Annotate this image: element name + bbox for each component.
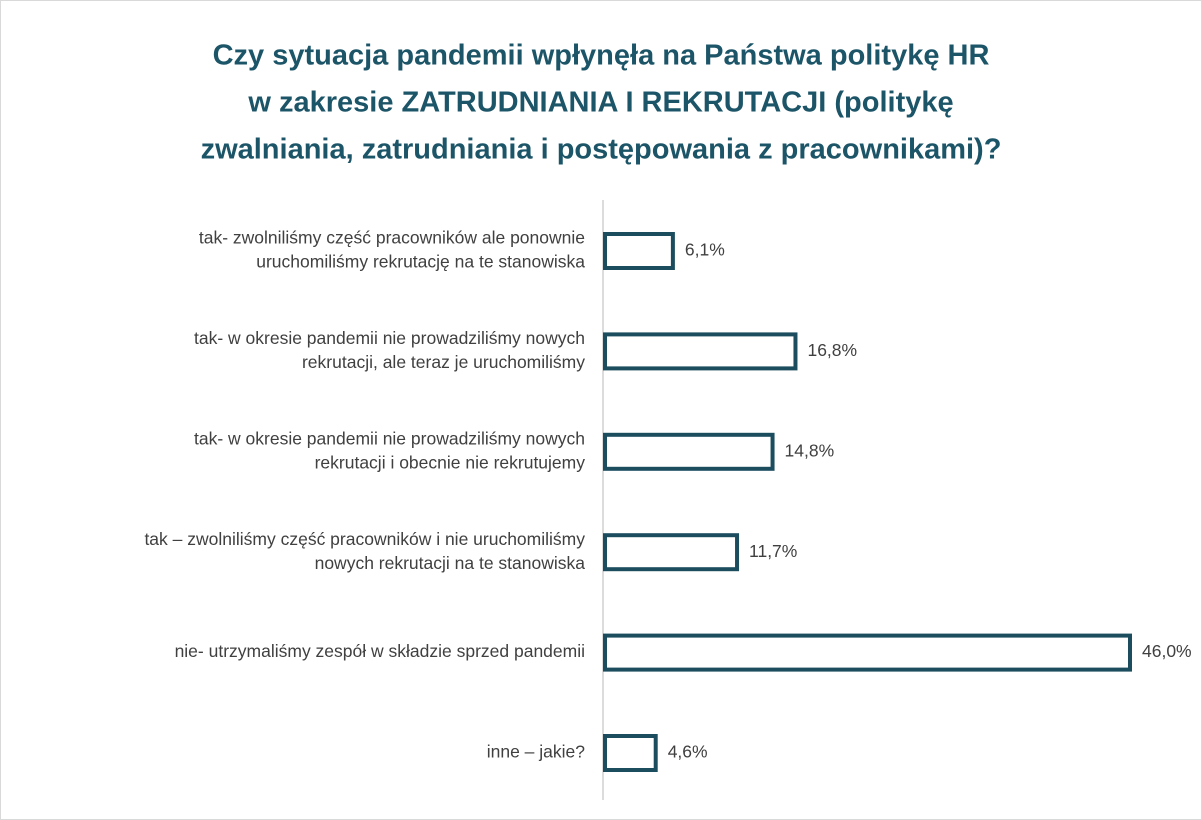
bar: [603, 232, 675, 270]
category-label: nowych rekrutacji na te stanowiska: [315, 553, 586, 573]
category-label: tak- w okresie pandemii nie prowadziliśm…: [194, 328, 585, 348]
category-label: inne – jakie?: [487, 742, 586, 762]
category-label: rekrutacji, ale teraz je uruchomiliśmy: [302, 352, 585, 372]
value-label: 11,7%: [749, 541, 797, 561]
category-label: tak – zwolniliśmy część pracowników i ni…: [144, 529, 585, 549]
value-label: 16,8%: [807, 340, 857, 360]
category-label: nie- utrzymaliśmy zespół w składzie sprz…: [175, 641, 585, 661]
bar: [603, 432, 775, 471]
category-label: rekrutacji i obecnie nie rekrutujemy: [315, 452, 586, 472]
category-label: tak- w okresie pandemii nie prowadziliśm…: [194, 428, 585, 448]
bar: [603, 633, 1132, 672]
value-label: 4,6%: [668, 742, 708, 762]
chart-title: w zakresie ZATRUDNIANIA I REKRUTACJI (po…: [247, 87, 953, 119]
value-label: 6,1%: [685, 240, 725, 260]
category-label: uruchomiliśmy rekrutację na te stanowisk…: [256, 252, 585, 272]
chart-title: zwalniania, zatrudniania i postępowania …: [201, 134, 1002, 166]
bar: [603, 734, 658, 772]
bar: [603, 332, 798, 371]
value-label: 14,8%: [785, 440, 835, 460]
category-label: tak- zwolniliśmy część pracowników ale p…: [199, 228, 585, 248]
bar: [603, 533, 740, 572]
chart-title: Czy sytuacja pandemii wpłynęła na Państw…: [213, 40, 990, 72]
value-label: 46,0%: [1142, 641, 1192, 661]
